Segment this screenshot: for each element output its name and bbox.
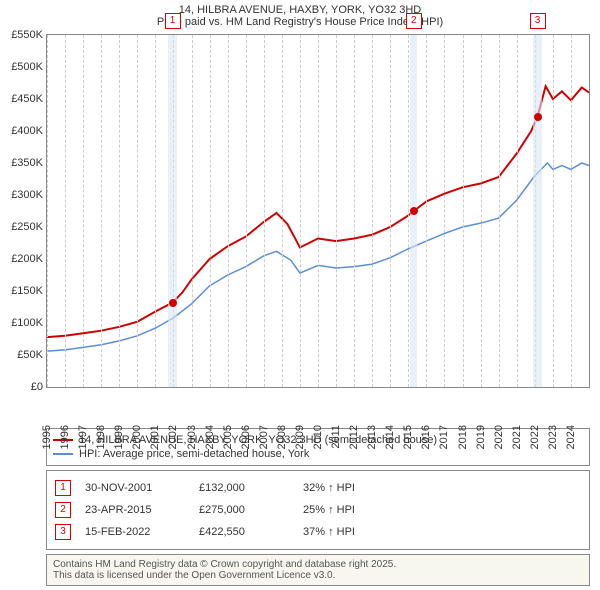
- y-tick-label: £0: [31, 381, 43, 393]
- attribution-footer: Contains HM Land Registry data © Crown c…: [46, 554, 590, 586]
- x-tick-label: 2021: [511, 425, 523, 449]
- x-tick-label: 2023: [547, 425, 559, 449]
- y-tick-label: £500K: [11, 61, 43, 73]
- y-tick-label: £350K: [11, 157, 43, 169]
- event-price: £132,000: [199, 482, 289, 494]
- x-tick-label: 1996: [59, 425, 71, 449]
- x-tick-label: 2013: [366, 425, 378, 449]
- x-tick-label: 2014: [384, 425, 396, 449]
- x-tick-label: 1999: [113, 425, 125, 449]
- event-index-box: 1: [55, 480, 71, 496]
- x-tick-label: 2012: [348, 425, 360, 449]
- event-diff: 32% ↑ HPI: [303, 482, 355, 494]
- y-tick-label: £50K: [17, 349, 43, 361]
- event-price: £275,000: [199, 504, 289, 516]
- x-tick-label: 2008: [276, 425, 288, 449]
- event-marker: 3: [530, 13, 546, 29]
- x-tick-label: 2009: [294, 425, 306, 449]
- event-index-box: 3: [55, 524, 71, 540]
- events-table: 1 30-NOV-2001 £132,000 32% ↑ HPI 2 23-APR-201…: [46, 470, 590, 550]
- x-tick-label: 2018: [457, 425, 469, 449]
- y-tick-label: £300K: [11, 189, 43, 201]
- event-price: £422,550: [199, 526, 289, 538]
- event-marker: 2: [406, 13, 422, 29]
- event-point: [410, 207, 418, 215]
- x-tick-label: 1997: [77, 425, 89, 449]
- event-row: 1 30-NOV-2001 £132,000 32% ↑ HPI: [55, 477, 581, 499]
- event-row: 2 23-APR-2015 £275,000 25% ↑ HPI: [55, 499, 581, 521]
- x-tick-label: 2011: [330, 425, 342, 449]
- x-tick-label: 2017: [438, 425, 450, 449]
- x-tick-label: 2015: [402, 425, 414, 449]
- x-tick-label: 1998: [95, 425, 107, 449]
- title-line1: 14, HILBRA AVENUE, HAXBY, YORK, YO32 3HD: [10, 4, 590, 16]
- footer-line1: Contains HM Land Registry data © Crown c…: [53, 559, 583, 570]
- highlight-band: [533, 35, 542, 387]
- x-tick-label: 2001: [149, 425, 161, 449]
- highlight-band: [168, 35, 177, 387]
- y-tick-label: £200K: [11, 253, 43, 265]
- y-tick-label: £450K: [11, 93, 43, 105]
- x-tick-label: 2016: [420, 425, 432, 449]
- event-marker: 1: [165, 13, 181, 29]
- x-tick-label: 2003: [186, 425, 198, 449]
- event-point: [169, 299, 177, 307]
- y-tick-label: £100K: [11, 317, 43, 329]
- x-tick-label: 1995: [41, 425, 53, 449]
- event-date: 23-APR-2015: [85, 504, 185, 516]
- y-tick-label: £150K: [11, 285, 43, 297]
- line-chart: £0£50K£100K£150K£200K£250K£300K£350K£400…: [46, 34, 590, 388]
- event-date: 30-NOV-2001: [85, 482, 185, 494]
- x-tick-label: 2010: [312, 425, 324, 449]
- footer-line2: This data is licensed under the Open Gov…: [53, 570, 583, 581]
- y-tick-label: £550K: [11, 29, 43, 41]
- chart-title: 14, HILBRA AVENUE, HAXBY, YORK, YO32 3HD…: [0, 0, 600, 30]
- x-tick-label: 2002: [167, 425, 179, 449]
- y-tick-label: £400K: [11, 125, 43, 137]
- title-line2: Price paid vs. HM Land Registry's House …: [10, 16, 590, 28]
- x-tick-label: 2024: [565, 425, 577, 449]
- x-tick-label: 2005: [222, 425, 234, 449]
- x-tick-label: 2019: [475, 425, 487, 449]
- x-tick-label: 2007: [258, 425, 270, 449]
- y-tick-label: £250K: [11, 221, 43, 233]
- x-tick-label: 2006: [240, 425, 252, 449]
- x-tick-label: 2020: [493, 425, 505, 449]
- event-date: 15-FEB-2022: [85, 526, 185, 538]
- event-row: 3 15-FEB-2022 £422,550 37% ↑ HPI: [55, 521, 581, 543]
- event-point: [534, 113, 542, 121]
- x-tick-label: 2022: [529, 425, 541, 449]
- event-diff: 25% ↑ HPI: [303, 504, 355, 516]
- x-tick-label: 2000: [131, 425, 143, 449]
- legend-swatch: [53, 453, 73, 455]
- event-index-box: 2: [55, 502, 71, 518]
- x-tick-label: 2004: [204, 425, 216, 449]
- legend-label: HPI: Average price, semi-detached house,…: [79, 448, 309, 460]
- event-diff: 37% ↑ HPI: [303, 526, 355, 538]
